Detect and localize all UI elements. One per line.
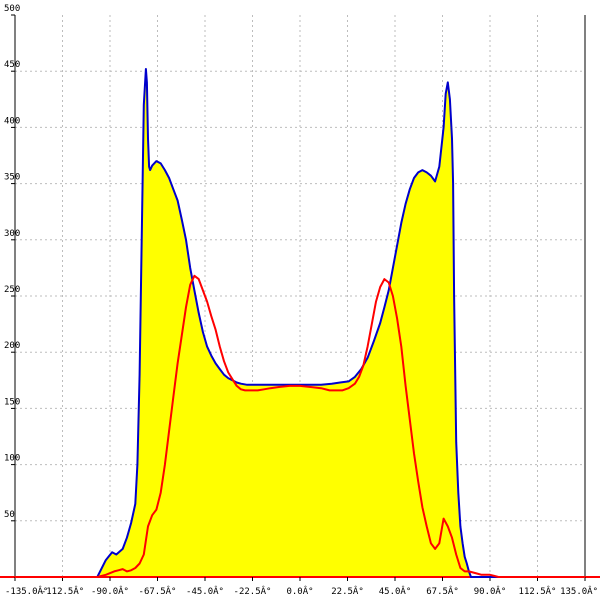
y-tick-label: 300 <box>4 229 20 239</box>
x-tick-label: 0.0Â° <box>286 585 313 597</box>
x-tick-label: 135.0Â° <box>560 585 598 597</box>
x-tick-label: -45.0Â° <box>186 585 224 597</box>
x-tick-labels: -135.0Â°-112.5Â° -90.0Â° -67.5Â° -45.0Â° -22… <box>5 585 598 597</box>
series-1-line <box>15 68 585 578</box>
x-tick-label: 90.0Â° <box>474 585 507 597</box>
y-tick-label: 450 <box>4 60 20 70</box>
y-tick-label: 50 <box>4 510 15 520</box>
x-tick-label: -112.5Â° <box>41 585 84 597</box>
y-tick-label: 350 <box>4 173 20 183</box>
x-tick-label: 67.5Â° <box>426 585 459 597</box>
x-tick-label: -90.0Â° <box>91 585 129 597</box>
series-lines <box>15 68 585 578</box>
x-tick-label: -22.5Â° <box>234 585 272 597</box>
x-tick-label: 22.5Â° <box>331 585 364 597</box>
y-tick-label: 100 <box>4 454 20 464</box>
y-tick-label: 200 <box>4 341 20 351</box>
x-tick-label: -67.5Â° <box>139 585 177 597</box>
series-1-area <box>15 69 585 577</box>
y-tick-label: 500 <box>4 4 20 14</box>
x-tick-label: 112.5Â° <box>519 585 557 597</box>
y-tick-label: 400 <box>4 116 20 126</box>
x-tick-label: 45.0Â° <box>379 585 412 597</box>
series-2-line <box>15 274 585 578</box>
x-tick-label: -135.0Â° <box>5 585 48 597</box>
y-tick-label: 150 <box>4 397 20 407</box>
area-layer <box>15 69 585 577</box>
y-tick-label: 250 <box>4 285 20 295</box>
y-tick-labels: 50 100 150 200 250 300 350 400 450 500 <box>4 4 20 520</box>
